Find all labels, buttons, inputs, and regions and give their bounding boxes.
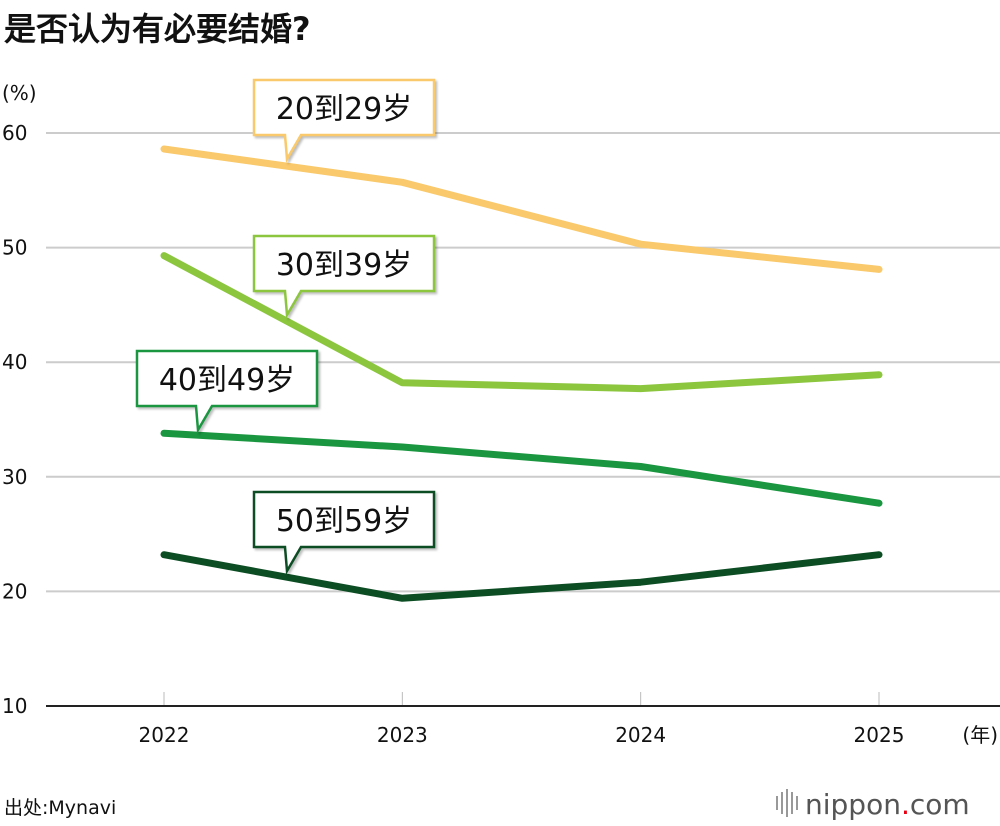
callout-box — [135, 349, 319, 435]
series-callouts: 20到29岁 30到39岁 40到49岁 50到59岁 — [135, 78, 436, 576]
logo-dot: . — [901, 788, 910, 821]
callout-2: 40到49岁 — [135, 349, 319, 435]
y-axis-ticks: 10 20 30 40 50 60 — [2, 121, 27, 718]
x-tick-label: 2024 — [615, 723, 666, 747]
series-label: 30到39岁 — [276, 248, 412, 283]
y-tick-label: 20 — [2, 579, 27, 603]
source-note: 出处:Mynavi — [4, 797, 116, 819]
nippon-logo: nippon.com — [776, 788, 970, 821]
y-tick-label: 10 — [2, 694, 27, 718]
series-label: 20到29岁 — [276, 92, 412, 127]
logo-tld: com — [910, 788, 970, 821]
callout-0: 20到29岁 — [252, 78, 436, 164]
series-lines — [160, 145, 883, 602]
series-label: 40到49岁 — [159, 363, 295, 398]
x-axis-unit-label: (年) — [962, 723, 998, 747]
series-label: 50到59岁 — [276, 504, 412, 539]
y-axis-unit-label: (%) — [2, 81, 37, 105]
callout-1: 30到39岁 — [252, 234, 436, 320]
x-tick-label: 2022 — [139, 723, 190, 747]
callout-3: 50到59岁 — [252, 490, 436, 576]
nippon-logo-text: nippon.com — [805, 788, 970, 821]
x-axis-ticks: 2022 2023 2024 2025 — [139, 692, 905, 747]
logo-name: nippon — [805, 788, 901, 821]
y-tick-label: 30 — [2, 465, 27, 489]
x-tick-label: 2025 — [854, 723, 905, 747]
y-tick-label: 60 — [2, 121, 27, 145]
nippon-logo-icon — [776, 789, 798, 817]
callout-box — [252, 234, 436, 320]
y-tick-label: 50 — [2, 236, 27, 260]
series-line-3 — [160, 551, 883, 602]
chart-title: 是否认为有必要结婚? — [4, 10, 311, 48]
series-line-2 — [160, 429, 883, 507]
x-tick-label: 2023 — [377, 723, 428, 747]
callout-box — [252, 78, 436, 164]
series-line-0 — [160, 145, 883, 273]
callout-box — [252, 490, 436, 576]
y-tick-label: 40 — [2, 350, 27, 374]
series-line-1 — [160, 252, 883, 393]
